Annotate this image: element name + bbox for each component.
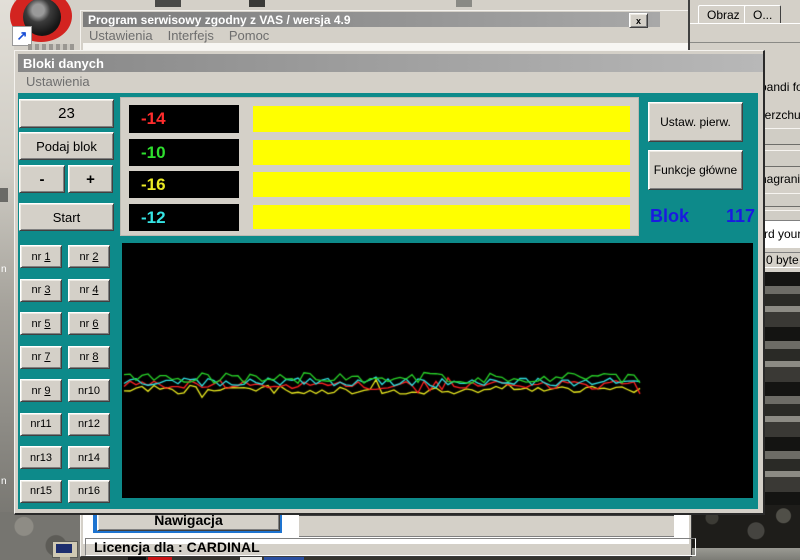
taskbar-strip — [80, 555, 690, 560]
menu-pomoc[interactable]: Pomoc — [228, 27, 270, 43]
nr-button-3[interactable]: nr 3 — [20, 278, 62, 302]
tab-o[interactable]: O... — [744, 5, 782, 24]
tab-divider — [690, 23, 800, 24]
nr-button-1[interactable]: nr 1 — [20, 245, 62, 268]
white-row-fragment: rd your — [758, 220, 800, 248]
taskbar-blue-icon — [264, 555, 304, 560]
wallpaper-left-strip — [0, 0, 14, 560]
status-fragment: 0 byte — [758, 250, 800, 269]
group-number-button[interactable]: 23 — [19, 99, 114, 128]
desktop-icon-fragment — [249, 0, 265, 7]
window-title: Bloki danych — [23, 55, 104, 71]
client-strip — [83, 43, 689, 52]
titlebar[interactable]: Program serwisowy zgodny z VAS / wersja … — [83, 12, 660, 27]
block-word: Blok — [650, 206, 690, 226]
desktop-icon-fragment — [456, 0, 472, 7]
funkcje-glowne-button[interactable]: Funkcje główne — [648, 150, 743, 190]
nr-button-4[interactable]: nr 4 — [68, 278, 110, 302]
nr-button-13[interactable]: nr13 — [20, 446, 62, 469]
wallpaper-right-rocks — [763, 272, 800, 512]
ustaw-pierw-button[interactable]: Ustaw. pierw. — [648, 102, 743, 142]
menu-interfejs[interactable]: Interfejs — [167, 27, 214, 43]
menu-ustawienia[interactable]: Ustawienia — [26, 74, 90, 89]
nr-button-2[interactable]: nr 2 — [68, 245, 110, 268]
menu-ustawienia[interactable]: Ustawienia — [89, 27, 153, 43]
label-fragment: bandi fo — [760, 80, 800, 94]
taskbar-red-icon — [148, 555, 172, 560]
value-display-2: -10 — [129, 139, 239, 166]
minus-button[interactable]: - — [19, 165, 65, 193]
license-text: Licencja dla : CARDINAL — [94, 539, 260, 555]
menubar: Ustawienia — [18, 72, 766, 91]
data-graph — [122, 243, 753, 498]
measurement-panel: -14 -10 -16 -12 — [120, 97, 639, 236]
value-display-1: -14 — [129, 105, 239, 133]
computer-icon[interactable] — [52, 541, 78, 560]
value-bar-3 — [253, 172, 630, 197]
nr-button-16[interactable]: nr16 — [68, 479, 110, 503]
value-display-4: -12 — [129, 204, 239, 231]
nr-button-12[interactable]: nr12 — [68, 412, 110, 436]
nr-button-15[interactable]: nr15 — [20, 479, 62, 503]
value-display-3: -16 — [129, 171, 239, 198]
menubar: Ustawienia Interfejs Pomoc — [81, 27, 695, 43]
nr-button-11[interactable]: nr11 — [20, 412, 62, 436]
window-bloki-danych: Bloki danych Ustawienia 23 Podaj blok - … — [14, 50, 765, 515]
button-fragment[interactable] — [760, 193, 800, 207]
nr-button-14[interactable]: nr14 — [68, 446, 110, 469]
nr-button-5[interactable]: nr 5 — [20, 312, 62, 335]
podaj-blok-button[interactable]: Podaj blok — [19, 132, 114, 160]
desktop-icon-fragment — [155, 0, 181, 7]
block-number-label: Blok 117 — [650, 206, 755, 228]
client-area: 23 Podaj blok - + Start -14 -10 -16 -12 … — [18, 93, 758, 509]
nr-button-10[interactable]: nr10 — [68, 379, 110, 402]
nr-button-9[interactable]: nr 9 — [20, 379, 62, 402]
wallpaper-label-fragment: n — [1, 476, 7, 487]
label-fragment: rd your — [764, 227, 800, 241]
nr-button-7[interactable]: nr 7 — [20, 345, 62, 369]
window-title: Program serwisowy zgodny z VAS / wersja … — [88, 12, 351, 27]
icon-label-fragment — [28, 44, 74, 52]
nr-button-grid: nr 1 nr 2 nr 3 nr 4 nr 5 nr 6 nr 7 nr 8 nr 9 nr10… — [20, 245, 110, 503]
divider — [690, 42, 800, 43]
status-bar: Licencja dla : CARDINAL — [85, 538, 696, 556]
wallpaper-bushes — [690, 505, 800, 548]
plus-button[interactable]: + — [68, 165, 113, 193]
value-bar-1 — [253, 106, 630, 132]
start-button[interactable]: Start — [19, 203, 114, 231]
close-icon[interactable]: x — [629, 13, 648, 28]
tab-obraz[interactable]: Obraz — [698, 5, 749, 24]
wallpaper-road — [690, 548, 800, 560]
block-number: 117 — [725, 206, 755, 226]
button-fragment[interactable] — [760, 150, 800, 167]
camera-shortcut-icon[interactable]: ↗ — [10, 0, 74, 48]
value-bar-2 — [253, 140, 630, 165]
shortcut-arrow-icon: ↗ — [12, 26, 32, 46]
titlebar[interactable]: Bloki danych — [18, 54, 763, 72]
bottom-bar-button[interactable] — [299, 514, 674, 537]
button-fragment[interactable] — [760, 128, 800, 145]
byte-counter: 0 byte — [762, 252, 800, 268]
nr-button-8[interactable]: nr 8 — [68, 345, 110, 369]
label-fragment: ierzchu — [762, 108, 800, 122]
nr-button-6[interactable]: nr 6 — [68, 312, 110, 335]
value-bar-4 — [253, 205, 630, 229]
wallpaper-icon-fragment — [0, 188, 8, 202]
label-fragment: nagrania — [760, 172, 800, 186]
wallpaper-label-fragment: n — [1, 264, 7, 275]
